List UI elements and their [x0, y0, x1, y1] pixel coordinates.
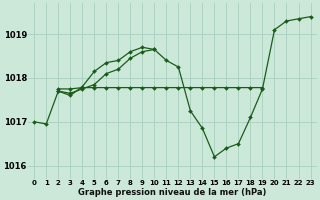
X-axis label: Graphe pression niveau de la mer (hPa): Graphe pression niveau de la mer (hPa): [78, 188, 267, 197]
